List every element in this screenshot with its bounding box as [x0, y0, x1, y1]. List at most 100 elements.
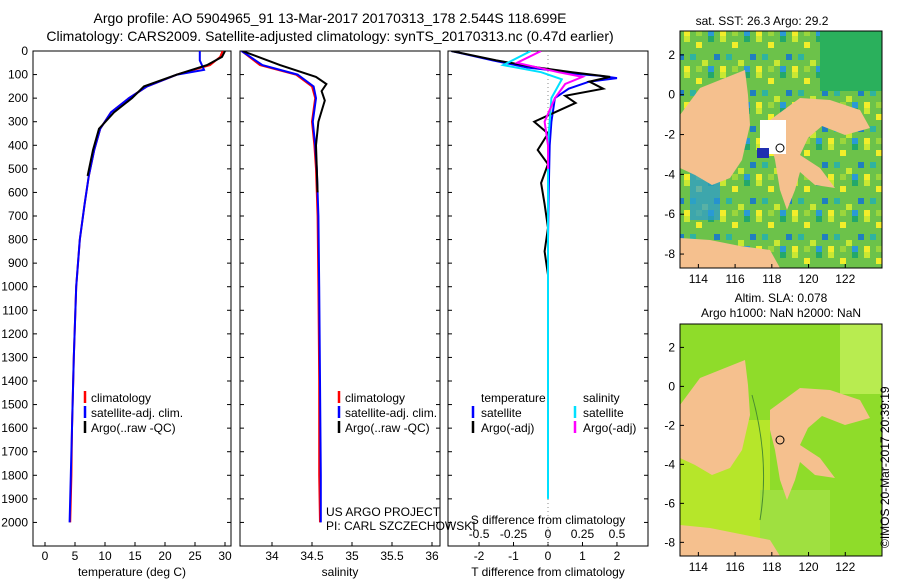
- x-tick-label: 10: [98, 549, 112, 563]
- depth-tick-label: 700: [8, 209, 28, 223]
- series-line: [68, 51, 206, 523]
- sulawesi-land: [770, 388, 870, 500]
- map-x-tick-label: 122: [835, 560, 855, 574]
- salinity-xlabel: salinity: [322, 565, 359, 579]
- sst-map-axes: 114 116 118 120 122 2 0 -2 -4 -6 -8: [664, 48, 855, 286]
- difference-legend: temperature salinity satellite satellite…: [471, 391, 636, 435]
- x-tick-label: -2: [474, 549, 485, 563]
- borneo-land: [680, 70, 750, 185]
- chart-title-line2: Climatology: CARS2009. Satellite-adjuste…: [46, 28, 614, 44]
- t-diff-xlabel: T difference from climatology: [471, 565, 625, 579]
- series-line: [451, 51, 611, 276]
- sulawesi-land: [770, 98, 870, 210]
- legend-satellite-adj: satellite-adj. clim.: [91, 406, 183, 420]
- legend-salinity: salinity: [583, 391, 620, 405]
- legend-temperature: temperature: [481, 391, 546, 405]
- salinity-series: [240, 51, 328, 523]
- map-y-tick-label: -8: [664, 247, 675, 261]
- x-tick-label: 0: [545, 549, 552, 563]
- depth-tick-label: 1700: [1, 445, 28, 459]
- sst-map: [680, 31, 882, 268]
- depth-tick-label: 2000: [1, 515, 28, 529]
- legend-argo: Argo(..raw -QC): [345, 421, 430, 435]
- x-tick2-label: 0.25: [571, 527, 595, 541]
- x-tick-label: 5: [72, 549, 79, 563]
- java-land: [680, 238, 780, 268]
- depth-tick-label: 1300: [1, 350, 28, 364]
- x-tick2-label: -0.25: [500, 527, 528, 541]
- map-y-tick-label: -4: [664, 167, 675, 181]
- map-y-tick-label: -4: [664, 457, 675, 471]
- x-tick2-label: 0: [545, 527, 552, 541]
- map-y-tick-label: 2: [668, 340, 675, 354]
- depth-tick-label: 400: [8, 138, 28, 152]
- x-tick-label: 35.5: [380, 549, 404, 563]
- temperature-panel: [32, 50, 232, 547]
- x-tick-label: 30: [218, 549, 232, 563]
- legend-t-argo: Argo(-adj): [481, 421, 534, 435]
- project-label: US ARGO PROJECT: [326, 505, 441, 519]
- java-land: [680, 525, 780, 556]
- x-tick-label: 0: [42, 549, 49, 563]
- temperature-xlabel: temperature (deg C): [78, 565, 186, 579]
- depth-tick-label: 900: [8, 256, 28, 270]
- legend-climatology: climatology: [345, 391, 405, 405]
- series-line: [514, 51, 586, 169]
- sla-map-title2: Argo h1000: NaN h2000: NaN: [701, 306, 861, 320]
- depth-tick-label: 1400: [1, 374, 28, 388]
- depth-tick-label: 600: [8, 185, 28, 199]
- depth-tick-label: 1600: [1, 421, 28, 435]
- x-tick-label: 35: [345, 549, 359, 563]
- legend-argo: Argo(..raw -QC): [91, 421, 176, 435]
- legend-s-satellite: satellite: [583, 406, 624, 420]
- borneo-land: [680, 360, 750, 475]
- sla-map-axes: 114 116 118 120 122 2 0 -2 -4 -6 -8: [664, 340, 855, 574]
- map-x-tick-label: 116: [726, 560, 745, 574]
- x-tick2-label: -0.5: [469, 527, 490, 541]
- salinity-legend: climatology satellite-adj. clim. Argo(..…: [337, 391, 437, 435]
- x-tick-label: 36: [425, 549, 439, 563]
- series-line: [242, 51, 328, 193]
- map-y-tick-label: -2: [664, 418, 675, 432]
- temperature-legend: climatology satellite-adj. clim. Argo(..…: [83, 391, 183, 435]
- depth-tick-label: 1100: [2, 303, 28, 317]
- depth-axis: 0 100 200 300 400 500 600 700 800 900 1000 1100 1200…: [1, 44, 648, 529]
- legend-t-satellite: satellite: [481, 406, 522, 420]
- legend-climatology: climatology: [91, 391, 151, 405]
- x-tick-label: 25: [188, 549, 202, 563]
- series-line: [500, 51, 564, 499]
- depth-tick-label: 1500: [1, 398, 28, 412]
- x-tick-label: 15: [128, 549, 142, 563]
- depth-tick-label: 500: [8, 162, 28, 176]
- x-tick-label: -1: [508, 549, 519, 563]
- pi-label: PI: CARL SZCZECHOWSKI: [326, 519, 476, 533]
- map-x-tick-label: 122: [835, 272, 855, 286]
- depth-tick-label: 200: [8, 91, 28, 105]
- x-tick-label: 20: [158, 549, 172, 563]
- map-x-tick-label: 114: [689, 560, 708, 574]
- legend-s-argo: Argo(-adj): [583, 421, 636, 435]
- map-y-tick-label: -6: [664, 496, 675, 510]
- map-y-tick-label: -8: [664, 535, 675, 549]
- copyright-label: ©IMOS 20-Mar-2017 20:39:19: [878, 386, 892, 548]
- map-x-tick-label: 120: [799, 560, 819, 574]
- sla-map-title1: Altim. SLA: 0.078: [735, 291, 828, 305]
- map-x-tick-label: 116: [726, 272, 745, 286]
- x-axes: 0 5 10 15 20 25 30 34 34.5 35 35.5 36 -2 -1 0 1 2 -0.5 -0.…: [42, 51, 626, 563]
- depth-tick-label: 100: [8, 68, 28, 82]
- map-x-tick-label: 118: [762, 272, 781, 286]
- salinity-panel: [239, 50, 441, 547]
- map-x-tick-label: 120: [799, 272, 819, 286]
- series-line: [86, 51, 226, 177]
- map-y-tick-label: -2: [664, 128, 675, 142]
- legend-satellite-adj: satellite-adj. clim.: [345, 406, 437, 420]
- depth-tick-label: 0: [21, 44, 28, 58]
- x-tick-label: 1: [579, 549, 586, 563]
- map-y-tick-label: 0: [668, 88, 675, 102]
- difference-series: [451, 51, 618, 499]
- map-y-tick-label: 2: [668, 48, 675, 62]
- sst-map-title: sat. SST: 26.3 Argo: 29.2: [696, 14, 829, 28]
- depth-tick-label: 1800: [1, 468, 28, 482]
- map-x-tick-label: 114: [689, 272, 708, 286]
